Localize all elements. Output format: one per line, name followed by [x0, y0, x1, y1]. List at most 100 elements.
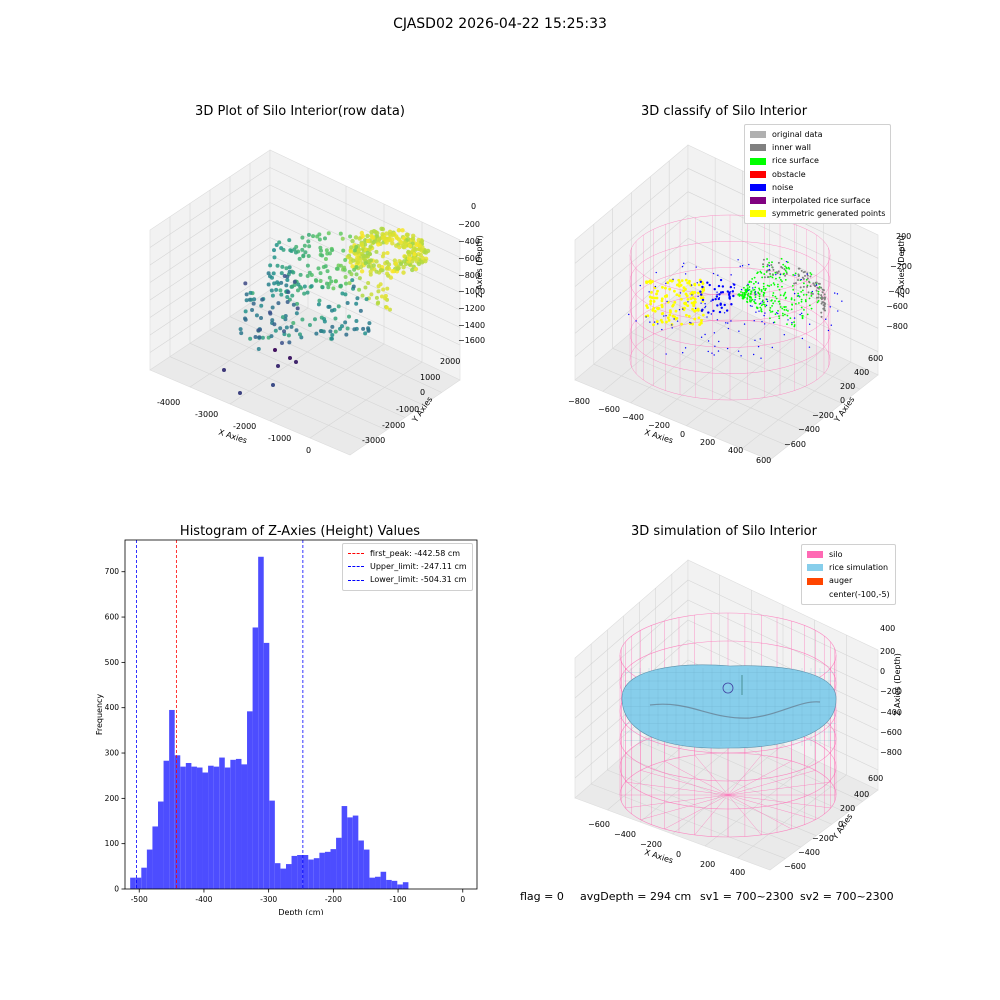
noise-point — [799, 313, 801, 316]
data-point — [352, 327, 357, 332]
data-point — [294, 311, 299, 316]
noise-point — [808, 323, 811, 325]
data-point — [325, 269, 330, 274]
plot2-x-tick-label: −600 — [598, 405, 620, 414]
rice-surface-point — [784, 297, 787, 300]
rice-surface-point — [791, 303, 793, 306]
data-point — [369, 229, 374, 235]
legend-swatch — [807, 591, 823, 598]
grid-line — [704, 759, 815, 847]
rice-surface-point — [790, 298, 793, 301]
symmetric-point — [653, 296, 657, 300]
noise-point — [679, 292, 682, 294]
noise-point — [836, 293, 839, 295]
noise-point — [825, 318, 827, 320]
inner-wall-point — [820, 296, 823, 299]
noise-point — [704, 305, 707, 308]
data-point — [257, 335, 262, 340]
data-point — [343, 292, 348, 297]
data-point — [376, 263, 382, 268]
rice-surface-point — [803, 308, 805, 311]
rice-surface-point — [774, 295, 777, 298]
rice-surface-point — [805, 278, 808, 281]
data-point — [260, 335, 265, 340]
plot4-rice-surface — [621, 664, 837, 749]
silo-spoke — [664, 794, 729, 830]
rice-surface-point — [774, 271, 777, 274]
legend-entry: Upper_limit: -247.11 cm — [348, 560, 467, 573]
noise-point — [720, 306, 723, 309]
data-point — [342, 265, 347, 270]
inner-wall-point — [820, 294, 823, 297]
symmetric-point — [661, 311, 665, 315]
inner-wall-point — [822, 307, 825, 310]
noise-point — [695, 266, 697, 268]
grid-line — [574, 191, 689, 287]
rice-surface-point — [766, 265, 769, 268]
silo-spoke — [727, 770, 816, 796]
data-point — [269, 334, 274, 339]
symmetric-point — [674, 317, 678, 321]
legend-swatch — [750, 131, 766, 139]
data-point — [275, 263, 280, 268]
data-point — [317, 298, 322, 303]
data-point — [340, 291, 345, 296]
rice-surface-point — [784, 291, 787, 294]
histogram-bar — [230, 759, 236, 889]
rice-surface-point — [756, 272, 758, 275]
histogram-bar — [297, 855, 303, 889]
data-point — [285, 278, 290, 283]
plot1-x-tick-label: 0 — [306, 446, 312, 455]
noise-point — [648, 291, 650, 293]
noise-point — [713, 354, 715, 356]
data-point — [291, 302, 296, 307]
data-point — [309, 284, 314, 289]
histogram-legend: first_peak: -442.58 cm Upper_limit: -247.… — [342, 543, 473, 591]
rice-surface-point — [808, 304, 811, 307]
noise-point — [716, 291, 718, 293]
noise-point — [739, 265, 741, 268]
rice-surface-point — [756, 307, 759, 309]
data-point — [278, 288, 283, 293]
data-point — [374, 259, 379, 264]
histogram-bar — [375, 876, 381, 889]
data-point — [420, 255, 425, 261]
data-point — [307, 244, 312, 249]
histogram-bar — [158, 801, 164, 889]
symmetric-point — [659, 318, 663, 322]
data-point — [329, 336, 334, 341]
histogram-bar — [208, 765, 214, 889]
symmetric-point — [668, 313, 672, 317]
data-point — [374, 249, 379, 254]
data-point — [266, 282, 271, 287]
data-point — [292, 279, 297, 284]
plot4-y-tick-label: 400 — [854, 790, 870, 799]
data-point — [312, 317, 317, 322]
legend-entry: auger — [807, 574, 890, 587]
noise-point — [719, 291, 723, 294]
rice-surface-point — [797, 302, 800, 304]
grid-line — [687, 191, 879, 282]
inner-wall-point — [762, 258, 765, 261]
data-point — [406, 249, 411, 255]
inner-wall-point — [802, 277, 805, 280]
symmetric-point — [697, 316, 701, 320]
y-tick-label: 0 — [114, 885, 119, 894]
inner-wall-point — [766, 263, 769, 266]
symmetric-point — [696, 291, 700, 295]
rice-surface-point — [769, 317, 771, 320]
data-point — [359, 241, 365, 247]
inner-wall-point — [807, 291, 810, 294]
plot4-legend: silo rice simulation auger center(-100,-5) — [801, 544, 896, 605]
data-point — [307, 322, 312, 327]
noise-point — [718, 293, 721, 296]
symmetric-point — [677, 284, 681, 288]
data-point — [354, 245, 359, 250]
rice-surface-point — [793, 321, 795, 323]
rice-surface-point — [760, 304, 763, 307]
inner-wall-point — [794, 282, 797, 285]
symmetric-point — [701, 296, 705, 300]
data-point — [272, 255, 277, 260]
rice-surface-point — [779, 306, 782, 308]
symmetric-point — [693, 283, 697, 287]
